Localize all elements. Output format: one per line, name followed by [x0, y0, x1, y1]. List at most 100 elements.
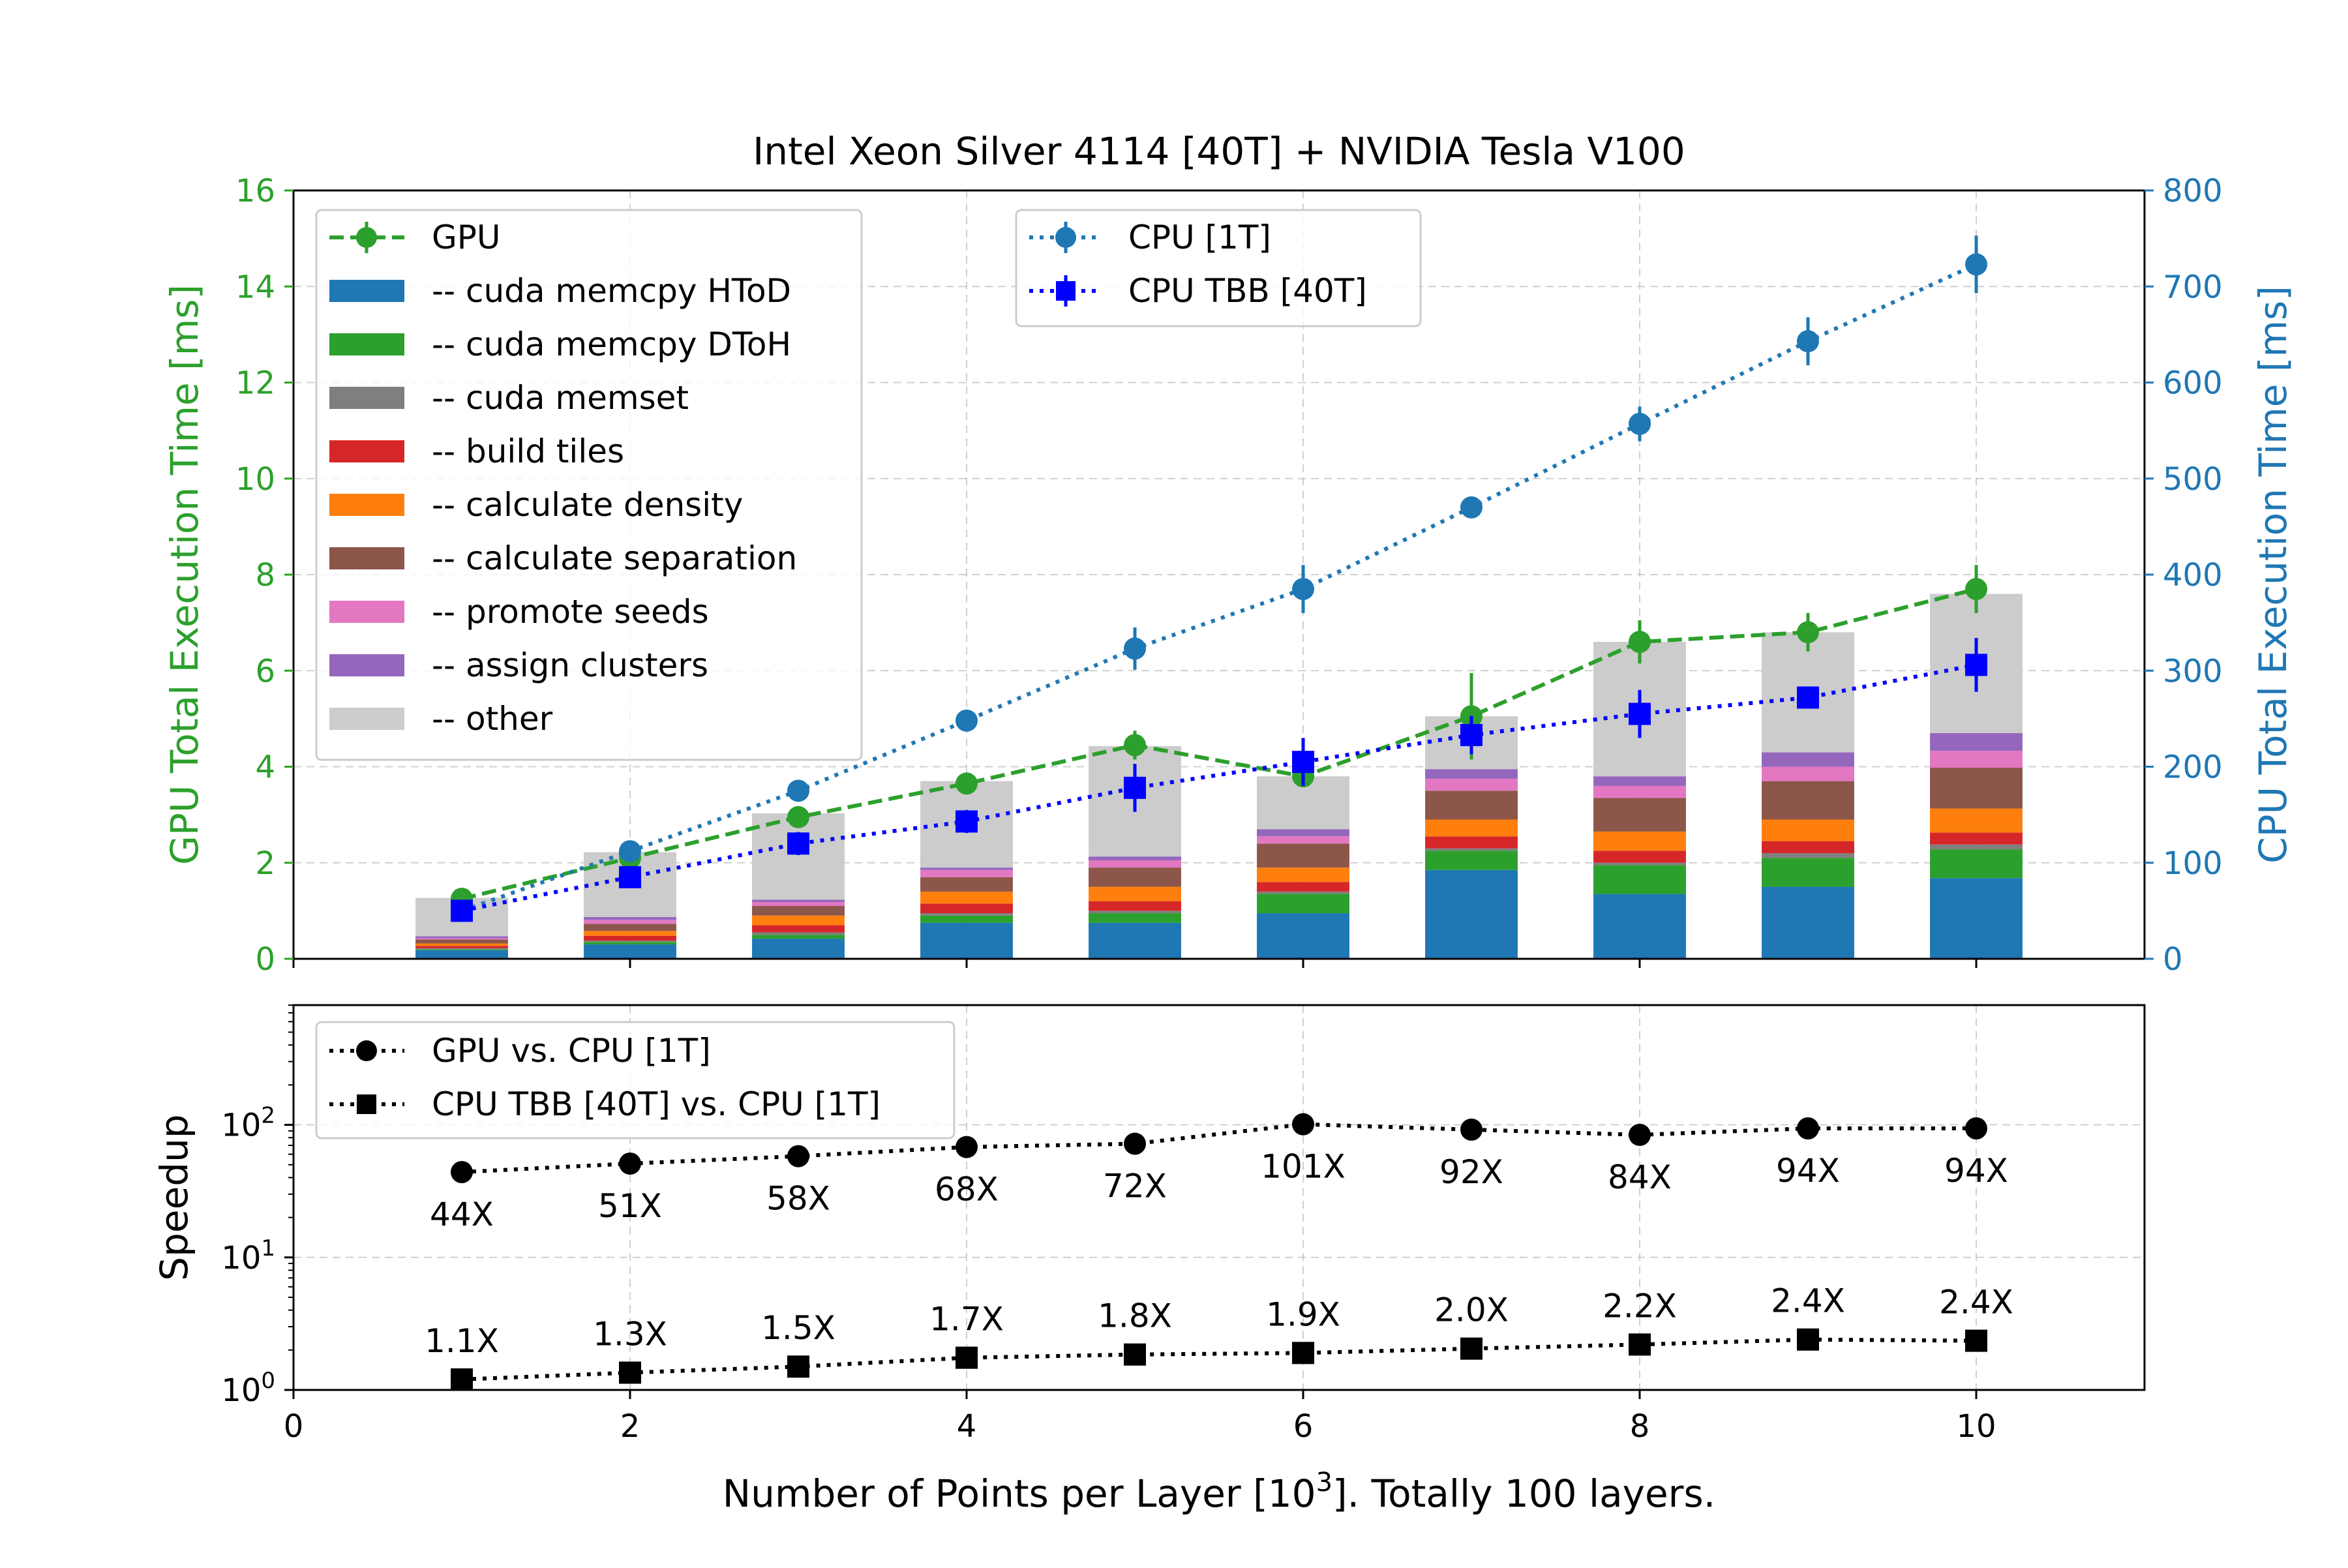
- bar-promote-7: [1425, 778, 1518, 791]
- speedup-label-tbb_speedup-3: 1.5X: [761, 1309, 835, 1347]
- speedup-point-gpu_speedup-10: [1965, 1117, 1987, 1139]
- legend-label-density: -- calculate density: [432, 486, 743, 524]
- bar-memset-9: [1762, 853, 1854, 858]
- bar-assign-3: [752, 899, 845, 903]
- top-bars: [415, 594, 2023, 959]
- speedup-point-tbb_speedup-5: [1124, 1343, 1146, 1366]
- speedup-point-tbb_speedup-9: [1797, 1328, 1819, 1351]
- speedup-label-tbb_speedup-7: 2.0X: [1434, 1291, 1509, 1329]
- speedup-label-tbb_speedup-1: 1.1X: [425, 1322, 499, 1360]
- legend-swatch-promote: [329, 601, 404, 623]
- bar-density-6: [1257, 867, 1349, 882]
- top-y-right-tick-label-400: 400: [2163, 557, 2223, 594]
- bar-promote-8: [1593, 785, 1686, 798]
- point-cputbb-7: [1460, 723, 1483, 746]
- bar-dtoh-5: [1089, 913, 1181, 923]
- legend-label-assign: -- assign clusters: [432, 646, 708, 684]
- point-cputbb-3: [787, 832, 809, 855]
- bar-build-3: [752, 925, 845, 933]
- point-cpu1t-2: [619, 840, 641, 863]
- legend-speedup-box: [315, 1021, 956, 1139]
- bar-memset-1: [415, 948, 508, 950]
- bottom-y-tick-exp-2: 2: [261, 1103, 275, 1129]
- speedup-label-gpu_speedup-2: 51X: [598, 1187, 662, 1225]
- bar-dtoh-8: [1593, 865, 1686, 894]
- legend-stack-entries: -- cuda memcpy HToD -- cuda memcpy DToH --…: [329, 272, 797, 738]
- bottom-y-tick-base-0: 10: [221, 1372, 261, 1409]
- bottom-x-tick-label-0: 0: [284, 1408, 304, 1445]
- legend-gpu-label: GPU: [432, 219, 501, 256]
- top-y-right-tick-label-300: 300: [2163, 653, 2223, 689]
- bar-dtoh-3: [752, 935, 845, 939]
- legend-swatch-separation: [329, 547, 404, 569]
- legend-swatch-build: [329, 440, 404, 462]
- bottom-x-tick-label-8: 8: [1630, 1408, 1650, 1445]
- bar-assign-6: [1257, 829, 1349, 837]
- point-cpu1t-10: [1965, 253, 1987, 276]
- speedup-label-tbb_speedup-4: 1.7X: [929, 1301, 1004, 1338]
- bar-separation-9: [1762, 781, 1854, 820]
- x-axis-label-prefix: Number of Points per Layer [10: [723, 1471, 1316, 1516]
- bar-build-1: [415, 946, 508, 948]
- speedup-point-gpu_speedup-4: [956, 1136, 978, 1158]
- bottom-y-tick-base-1: 10: [221, 1240, 261, 1276]
- speedup-point-gpu_speedup-7: [1460, 1118, 1483, 1141]
- bar-htod-3: [752, 939, 845, 959]
- top-lines: [451, 235, 1987, 922]
- top-y-right-tick-label-700: 700: [2163, 269, 2223, 305]
- bar-htod-10: [1930, 878, 2023, 959]
- bar-build-7: [1425, 836, 1518, 849]
- bar-separation-8: [1593, 798, 1686, 832]
- top-y-tick-label-10: 10: [235, 461, 275, 498]
- bar-dtoh-9: [1762, 858, 1854, 887]
- bar-separation-3: [752, 906, 845, 916]
- legend-main-box: [315, 209, 863, 761]
- bar-assign-5: [1089, 856, 1181, 861]
- legend-swatch-memset: [329, 387, 404, 409]
- bar-build-4: [920, 903, 1013, 914]
- point-gpu-3: [787, 806, 809, 828]
- top-y-right-tick-label-600: 600: [2163, 365, 2223, 402]
- bar-assign-8: [1593, 776, 1686, 786]
- speedup-label-gpu_speedup-6: 101X: [1261, 1148, 1346, 1186]
- bar-dtoh-6: [1257, 894, 1349, 914]
- speedup-point-gpu_speedup-2: [619, 1152, 641, 1175]
- bar-dtoh-2: [584, 942, 676, 944]
- point-cputbb-8: [1629, 702, 1651, 725]
- legend-entry-cpu-1t: CPU [1T]: [1029, 219, 1271, 256]
- speedup-point-gpu_speedup-9: [1797, 1117, 1819, 1139]
- legend-cpu-tbb-label: CPU TBB [40T]: [1128, 272, 1367, 310]
- legend-gpu-marker: [356, 227, 377, 248]
- line-gpu: [461, 587, 1977, 901]
- speedup-point-gpu_speedup-3: [787, 1145, 809, 1168]
- legend-label-htod: -- cuda memcpy HToD: [432, 272, 791, 310]
- top-y-right-tick-label-100: 100: [2163, 845, 2223, 882]
- top-y-ticks-right: 0 100 200 300 400 500 600 700 800: [2145, 173, 2223, 978]
- top-y-right-tick-label-200: 200: [2163, 749, 2223, 786]
- legend-swatch-assign: [329, 654, 404, 676]
- bar-memset-2: [584, 941, 676, 942]
- bar-build-5: [1089, 901, 1181, 911]
- bottom-x-tick-label-4: 4: [957, 1408, 977, 1445]
- legend-gpu-speedup-label: GPU vs. CPU [1T]: [432, 1032, 711, 1070]
- point-cputbb-5: [1124, 776, 1146, 799]
- bar-promote-10: [1930, 751, 2023, 768]
- bar-memset-8: [1593, 862, 1686, 866]
- legend-cpu-box: [1015, 209, 1422, 327]
- legend-swatch-other: [329, 708, 404, 730]
- bar-separation-4: [920, 877, 1013, 892]
- speedup-label-tbb_speedup-10: 2.4X: [1939, 1284, 2013, 1321]
- top-y-tick-label-14: 14: [235, 269, 275, 305]
- bottom-x-tick-label-10: 10: [1956, 1408, 1996, 1445]
- speedup-y-axis-label: Speedup: [152, 1114, 196, 1280]
- bar-separation-5: [1089, 867, 1181, 887]
- bar-dtoh-10: [1930, 849, 2023, 879]
- bar-density-4: [920, 891, 1013, 904]
- point-cpu1t-6: [1292, 578, 1314, 601]
- bottom-y-tick-label-1: 101: [221, 1235, 275, 1276]
- bar-density-8: [1593, 831, 1686, 851]
- speedup-point-tbb_speedup-4: [956, 1346, 978, 1369]
- top-y-ticks-left: 0 2 4 6 8 10 12 14 16: [235, 173, 294, 978]
- bar-htod-1: [415, 950, 508, 959]
